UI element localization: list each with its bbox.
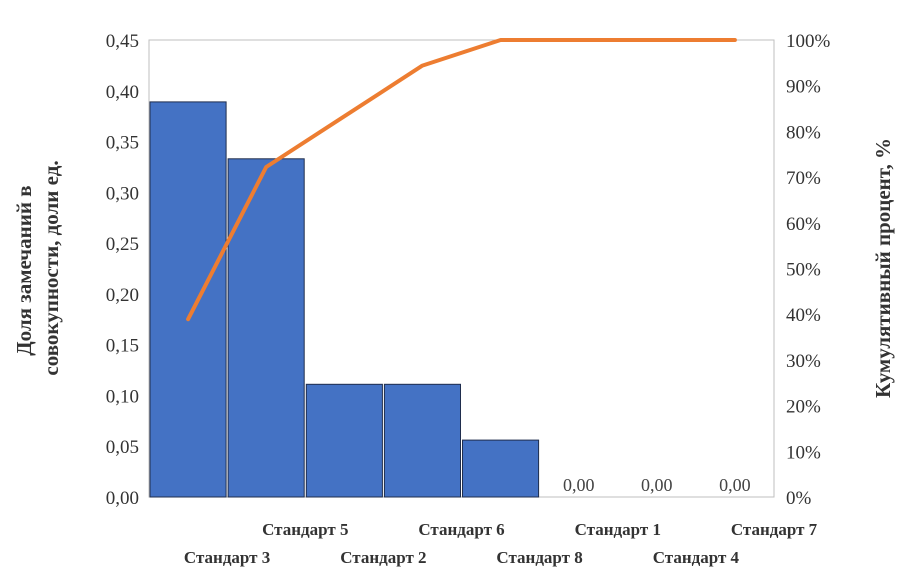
category-label-6: Стандарт 1 bbox=[575, 520, 661, 539]
cumulative-percent-line bbox=[186, 38, 737, 322]
data-label-8: 0,00 bbox=[719, 475, 751, 495]
bar-1 bbox=[149, 101, 227, 498]
left-tick-label: 0,25 bbox=[106, 234, 139, 255]
right-tick-label: 0% bbox=[786, 488, 812, 509]
left-tick-label: 0,20 bbox=[106, 285, 139, 306]
bar-group bbox=[149, 101, 540, 498]
category-label-5: Стандарт 8 bbox=[496, 548, 582, 567]
data-label-7: 0,00 bbox=[641, 475, 673, 495]
cumulative-line-group bbox=[186, 38, 737, 322]
category-label-7: Стандарт 4 bbox=[653, 548, 740, 567]
right-tick-label: 80% bbox=[786, 122, 821, 143]
left-tick-label: 0,05 bbox=[106, 437, 139, 458]
left-tick-label: 0,40 bbox=[106, 82, 139, 103]
right-tick-label: 60% bbox=[786, 214, 821, 235]
left-axis-title: Доля замечаний в совокупности, доли ед. bbox=[12, 160, 63, 375]
left-tick-label: 0,45 bbox=[106, 31, 139, 52]
category-label-4: Стандарт 6 bbox=[418, 520, 504, 539]
left-tick-label: 0,30 bbox=[106, 183, 139, 204]
data-label-6: 0,00 bbox=[563, 475, 595, 495]
category-label-2: Стандарт 5 bbox=[262, 520, 348, 539]
right-tick-label: 70% bbox=[786, 168, 821, 189]
right-tick-label: 30% bbox=[786, 351, 821, 372]
left-tick-label: 0,15 bbox=[106, 336, 139, 357]
right-tick-label: 20% bbox=[786, 397, 821, 418]
bar-4 bbox=[383, 383, 461, 498]
category-label-1: Стандарт 3 bbox=[184, 548, 270, 567]
right-tick-label: 50% bbox=[786, 260, 821, 281]
right-tick-label: 10% bbox=[786, 442, 821, 463]
left-tick-label: 0,35 bbox=[106, 133, 139, 154]
bar-3 bbox=[305, 383, 383, 498]
category-label-8: Стандарт 7 bbox=[731, 520, 818, 539]
data-label-group: 0,00 0,00 0,00 bbox=[563, 475, 751, 495]
category-labels: Стандарт 3 Стандарт 5 Стандарт 2 Стандарт 6… bbox=[184, 520, 818, 567]
left-tick-label: 0,00 bbox=[106, 488, 139, 509]
left-axis-ticks: 0,00 0,05 0,10 0,15 0,20 0,25 0,30 0,35 0,40 0,45 bbox=[106, 31, 139, 509]
right-axis-ticks: 0% 10% 20% 30% 40% 50% 60% 70% 80% 90% 100% bbox=[786, 31, 831, 509]
right-tick-label: 90% bbox=[786, 77, 821, 98]
bar-2 bbox=[227, 158, 305, 498]
category-label-3: Стандарт 2 bbox=[340, 548, 426, 567]
right-tick-label: 100% bbox=[786, 31, 831, 52]
bar-5 bbox=[462, 439, 540, 498]
right-axis-title: Кумулятивный процент, % bbox=[871, 138, 895, 398]
right-tick-label: 40% bbox=[786, 305, 821, 326]
left-tick-label: 0,10 bbox=[106, 386, 139, 407]
